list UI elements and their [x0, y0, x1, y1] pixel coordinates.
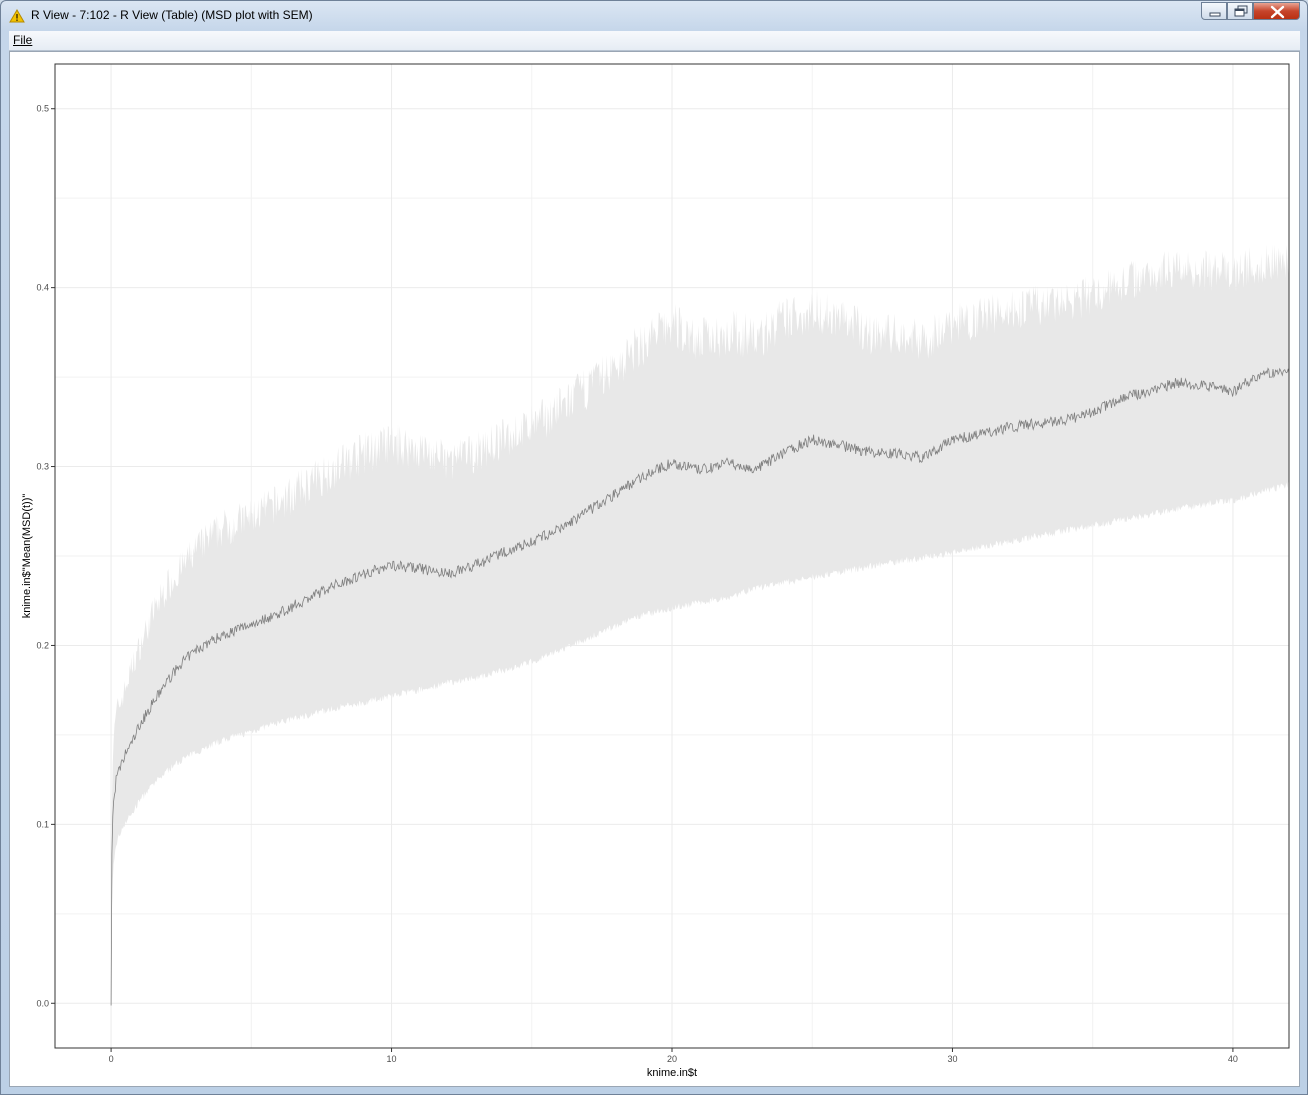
x-tick-label: 40 [1228, 1054, 1238, 1064]
warning-icon [9, 9, 25, 23]
x-tick-label: 10 [387, 1054, 397, 1064]
x-tick-label: 30 [947, 1054, 957, 1064]
y-axis: 0.0 0.1 0.2 0.3 0.4 0.5 [36, 104, 55, 1008]
menu-bar: File [9, 31, 1300, 51]
x-tick-label: 20 [667, 1054, 677, 1064]
title-bar[interactable]: R View - 7:102 - R View (Table) (MSD plo… [1, 1, 1307, 30]
sem-ribbon [111, 244, 1290, 1004]
plot-area: 0 10 20 30 40 0.0 0.1 0.2 0.3 0.4 0.5 knime.in$t … [9, 51, 1300, 1087]
minimize-icon [1209, 12, 1221, 17]
x-axis: 0 10 20 30 40 [109, 1048, 1238, 1064]
maximize-button[interactable] [1227, 2, 1253, 20]
window-title: R View - 7:102 - R View (Table) (MSD plo… [31, 8, 313, 22]
menu-file[interactable]: File [13, 33, 33, 47]
mean-msd-line [110, 367, 1290, 1006]
close-icon [1270, 5, 1285, 19]
y-tick-label: 0.3 [36, 462, 49, 472]
y-tick-label: 0.5 [36, 104, 49, 114]
minimize-button[interactable] [1201, 2, 1227, 20]
x-axis-title: knime.in$t [647, 1067, 697, 1079]
msd-plot: 0 10 20 30 40 0.00.10.20.30.40.5 knime.in$t … [21, 63, 1290, 1079]
y-tick-label: 0.2 [36, 640, 49, 650]
y-tick-label: 0.1 [36, 819, 49, 829]
y-axis-title: knime.in$"Mean(MSD(t))" [21, 494, 33, 619]
y-tick-label: 0.4 [36, 283, 49, 293]
close-button[interactable] [1253, 2, 1300, 20]
restore-icon [1234, 5, 1248, 17]
x-tick-label: 0 [109, 1054, 114, 1064]
y-tick-label: 0.0 [36, 998, 49, 1008]
